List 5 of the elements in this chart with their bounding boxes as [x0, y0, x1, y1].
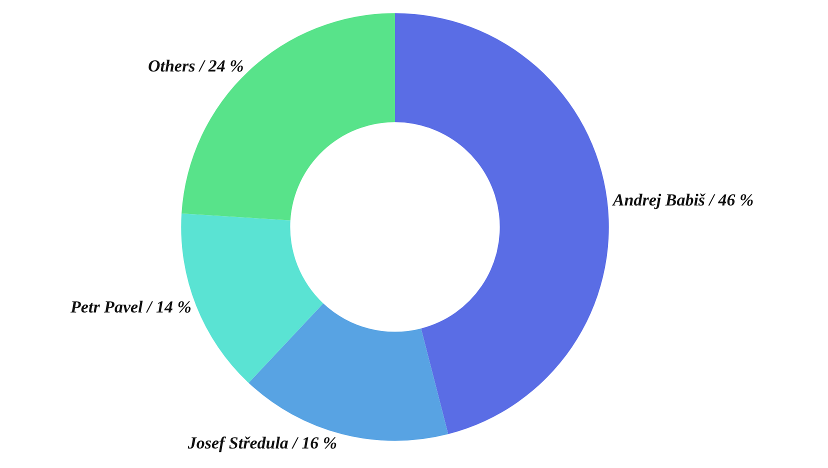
slice-label: Andrej Babiš / 46 % [612, 190, 754, 210]
donut-slice [394, 13, 608, 434]
slice-label: Others / 24 % [148, 56, 244, 76]
slice-label: Josef Středula / 16 % [186, 434, 338, 453]
slice-label: Petr Pavel / 14 % [70, 298, 192, 316]
